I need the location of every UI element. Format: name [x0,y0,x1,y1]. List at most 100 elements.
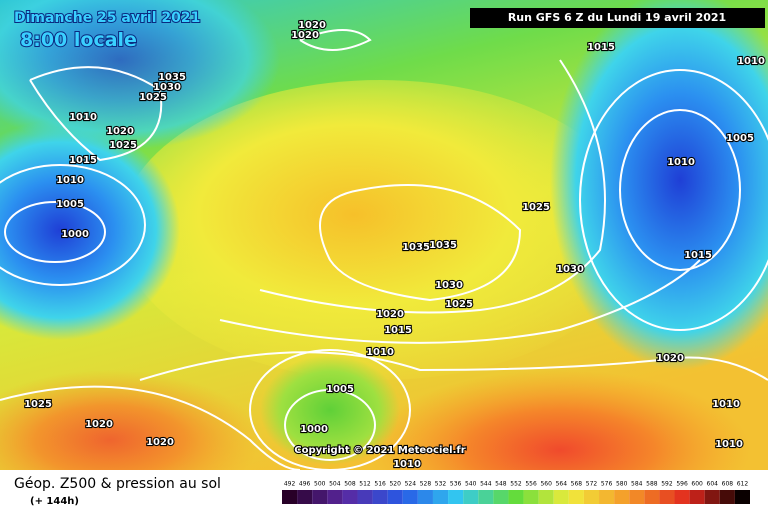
scale-label: 512 [359,481,371,488]
isobar-label: 1010 [737,56,765,67]
scale-label: 528 [420,481,432,488]
isobar-label: 1030 [435,280,463,291]
isobar-label: 1015 [684,250,712,261]
isobar-label: 1030 [153,82,181,93]
run-info: Run GFS 6 Z du Lundi 19 avril 2021 [508,11,726,24]
isobar-label: 1025 [139,92,167,103]
isobar-label: 1020 [291,30,319,41]
scale-swatch [282,490,298,504]
isobar-labels: 1020102010351030102510101020102510151010… [23,19,766,471]
scale-swatch [448,490,464,504]
scale-swatch [568,490,584,504]
scale-swatch [327,490,343,504]
isobar-label: 1000 [300,424,328,435]
scale-label: 540 [465,481,477,488]
isobar-label: 1015 [384,325,412,336]
scale-swatch [644,490,660,504]
isobar-label: 1030 [556,264,584,275]
isobar-label: 1025 [445,299,473,310]
scale-label: 536 [450,481,462,488]
scale-swatch [342,490,358,504]
scale-swatch [538,490,554,504]
scale-swatch [629,490,645,504]
isobar-label: 1010 [56,175,84,186]
scale-swatch [689,490,705,504]
scale-label: 556 [525,481,537,488]
isobar-label: 1020 [85,419,113,430]
scale-label: 548 [495,481,507,488]
scale-swatch [599,490,615,504]
scale-label: 576 [601,481,613,488]
isobar-label: 1015 [69,155,97,166]
scale-label: 564 [556,481,568,488]
scale-label: 588 [646,481,658,488]
scale-swatch [402,490,418,504]
scale-swatch [357,490,373,504]
scale-swatch [659,490,675,504]
isobar-label: 1025 [109,140,137,151]
scale-label: 552 [510,481,522,488]
scale-label: 532 [435,481,447,488]
scale-label: 516 [374,481,386,488]
scale-swatch [493,490,509,504]
scale-swatch [704,490,720,504]
scale-label: 560 [540,481,552,488]
scale-label: 604 [707,481,719,488]
isobar-label: 1010 [667,157,695,168]
scale-label: 524 [405,481,417,488]
run-box [470,8,765,28]
scale-swatch [674,490,690,504]
isobar-label: 1035 [402,242,430,253]
scale-swatch [372,490,388,504]
scale-swatch [523,490,539,504]
scale-label: 508 [344,481,356,488]
scale-swatch [508,490,524,504]
isobar-label: 1005 [326,384,354,395]
isobar-label: 1010 [69,112,97,123]
isobar-label: 1010 [393,459,421,470]
isobar-label: 1020 [106,126,134,137]
isobar-label: 1035 [429,240,457,251]
scale-swatch [583,490,600,504]
scale-swatch [614,490,630,504]
copyright: Copyright © 2021 Meteociel.fr [294,445,465,456]
scale-swatch [387,490,403,504]
isobar-label: 1000 [61,229,89,240]
scale-label: 592 [661,481,673,488]
scale-swatch [417,490,433,504]
footer-title: Géop. Z500 & pression au sol [14,476,221,492]
time: 8:00 locale [20,29,137,51]
scale-label: 580 [616,481,628,488]
scale-swatch [432,490,449,504]
scale-swatch [463,490,479,504]
scale-label: 544 [480,481,492,488]
isobar-label: 1005 [56,199,84,210]
isobar-label: 1010 [712,399,740,410]
isobar-label: 1025 [522,202,550,213]
scale-swatch [297,490,313,504]
isobar-label: 1020 [656,353,684,364]
isobar-label: 1010 [715,439,743,450]
isobar-label: 1015 [587,42,615,53]
isobar-label: 1020 [298,20,326,31]
scale-label: 520 [389,481,401,488]
date: Dimanche 25 avril 2021 [14,10,200,26]
scale-label: 500 [314,481,326,488]
scale-label: 608 [722,481,734,488]
scale-label: 496 [299,481,311,488]
scale-swatch [734,490,750,504]
scale-swatch [312,490,328,504]
scale-label: 596 [676,481,688,488]
scale-label: 568 [571,481,583,488]
isobar-label: 1020 [376,309,404,320]
scale-label: 612 [737,481,749,488]
isobar-label: 1020 [146,437,174,448]
isobar-label: 1005 [726,133,754,144]
scale-label: 600 [691,481,703,488]
scale-label: 572 [586,481,598,488]
isobar-label: 1025 [24,399,52,410]
scale-swatch [478,490,494,504]
footer-lead: (+ 144h) [30,496,79,507]
